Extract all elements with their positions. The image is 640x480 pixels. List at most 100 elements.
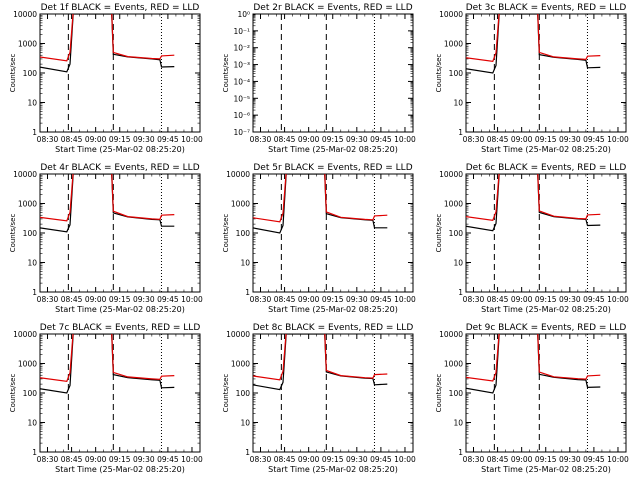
series-events-line: [40, 14, 175, 73]
y-tick-label: 1000: [231, 360, 250, 369]
y-axis-label: Counts/sec: [435, 374, 443, 413]
y-tick-label: 10⁰: [237, 10, 250, 19]
x-tick-label: 09:30: [559, 135, 581, 144]
y-tick-label: 1: [245, 288, 250, 297]
x-axis-label: Start Time (25-Mar-02 08:25:20): [55, 465, 185, 474]
x-tick-label: 09:45: [370, 295, 392, 304]
y-tick-label: 10000: [13, 170, 37, 179]
y-tick-label: 100: [449, 229, 464, 238]
y-tick-label: 1000: [18, 200, 37, 209]
x-tick-label: 10:00: [181, 295, 203, 304]
x-axis-label: Start Time (25-Mar-02 08:25:20): [55, 305, 185, 314]
y-tick-label: 10: [453, 259, 463, 268]
x-tick-label: 10:00: [607, 295, 629, 304]
x-tick-label: 08:45: [61, 295, 83, 304]
x-tick-label: 10:00: [181, 455, 203, 464]
x-tick-label: 08:30: [250, 135, 272, 144]
y-tick-label: 100: [23, 69, 38, 78]
x-tick-label: 09:00: [85, 295, 107, 304]
panel-det-9c: Det 9c BLACK = Events, RED = LLD 1 10 100 10…: [435, 323, 629, 474]
y-axis-label: Counts/sec: [9, 54, 17, 93]
x-tick-label: 10:00: [394, 135, 416, 144]
y-tick-label: 10000: [226, 170, 250, 179]
y-tick-label: 10: [27, 99, 37, 108]
x-tick-label: 09:00: [298, 295, 320, 304]
x-tick-label: 10:00: [607, 455, 629, 464]
panel-det-4r: Det 4r BLACK = Events, RED = LLD 1 10 100 10…: [9, 163, 203, 314]
series-events-line: [466, 174, 601, 232]
plot-frame: [465, 173, 627, 293]
y-tick-label: 100: [23, 389, 38, 398]
panel-det-2r: Det 2r BLACK = Events, RED = LLD 10⁻⁷ 10⁻⁶…: [222, 3, 416, 154]
series-lld-line: [466, 334, 601, 382]
panel-det-6c: Det 6c BLACK = Events, RED = LLD 1 10 100 10…: [435, 163, 629, 314]
x-tick-label: 08:45: [274, 295, 296, 304]
x-tick-label: 09:15: [109, 135, 131, 144]
x-tick-label: 10:00: [181, 135, 203, 144]
x-tick-label: 09:45: [583, 455, 605, 464]
y-tick-label: 10000: [439, 330, 463, 339]
series-events-line: [253, 334, 388, 391]
x-tick-label: 09:45: [157, 295, 179, 304]
x-tick-label: 09:30: [346, 135, 368, 144]
series-events-line: [40, 174, 175, 233]
y-tick-label: 1000: [444, 40, 463, 49]
x-tick-label: 08:45: [274, 135, 296, 144]
y-tick-label: 10⁻⁷: [233, 128, 250, 137]
x-tick-label: 10:00: [394, 295, 416, 304]
y-axis-label: Counts/sec: [222, 374, 230, 413]
x-tick-label: 09:15: [109, 455, 131, 464]
x-tick-label: 08:30: [463, 295, 485, 304]
panel-det-5r: Det 5r BLACK = Events, RED = LLD 1 10 100 10…: [222, 163, 416, 314]
y-tick-label: 1: [458, 448, 463, 457]
panel-title: Det 8c BLACK = Events, RED = LLD: [253, 323, 414, 333]
panel-title: Det 7c BLACK = Events, RED = LLD: [40, 323, 201, 333]
x-tick-label: 09:15: [535, 455, 557, 464]
series-lld-line: [40, 334, 175, 382]
x-tick-label: 09:00: [298, 455, 320, 464]
x-tick-label: 08:30: [250, 455, 272, 464]
y-axis-label: Counts/sec: [9, 214, 17, 253]
y-tick-label: 1: [32, 448, 37, 457]
y-axis-label: Counts/sec: [222, 214, 230, 253]
x-tick-label: 08:45: [487, 135, 509, 144]
x-tick-label: 09:00: [511, 295, 533, 304]
y-tick-label: 1000: [444, 200, 463, 209]
y-tick-label: 10⁻⁴: [233, 77, 250, 86]
series-lld-line: [466, 174, 601, 221]
x-tick-label: 09:00: [85, 135, 107, 144]
x-tick-label: 09:45: [583, 295, 605, 304]
x-tick-label: 09:45: [157, 455, 179, 464]
series-lld-line: [466, 14, 601, 62]
x-tick-label: 09:30: [133, 135, 155, 144]
y-tick-label: 10000: [439, 10, 463, 19]
series-lld-line: [253, 334, 388, 381]
y-tick-label: 10: [240, 419, 250, 428]
y-tick-label: 1000: [231, 200, 250, 209]
y-tick-label: 10: [453, 419, 463, 428]
x-tick-label: 09:00: [85, 455, 107, 464]
y-tick-label: 10000: [13, 330, 37, 339]
x-tick-label: 09:00: [511, 455, 533, 464]
y-axis-label: Counts/sec: [222, 54, 230, 93]
x-tick-label: 08:30: [37, 455, 59, 464]
panel-det-7c: Det 7c BLACK = Events, RED = LLD 1 10 100 10…: [9, 323, 203, 474]
x-tick-label: 09:30: [133, 455, 155, 464]
x-tick-label: 09:30: [559, 295, 581, 304]
x-tick-label: 08:45: [487, 295, 509, 304]
x-tick-label: 10:00: [607, 135, 629, 144]
y-axis-label: Counts/sec: [9, 374, 17, 413]
x-axis-label: Start Time (25-Mar-02 08:25:20): [481, 465, 611, 474]
x-tick-label: 09:15: [322, 295, 344, 304]
x-axis-label: Start Time (25-Mar-02 08:25:20): [268, 465, 398, 474]
y-tick-label: 10000: [226, 330, 250, 339]
x-tick-label: 09:15: [109, 295, 131, 304]
x-tick-label: 09:15: [535, 135, 557, 144]
panel-title: Det 3c BLACK = Events, RED = LLD: [466, 3, 627, 13]
y-tick-label: 10⁻²: [233, 44, 250, 53]
y-axis-label: Counts/sec: [435, 214, 443, 253]
x-tick-label: 08:45: [487, 455, 509, 464]
series-events-line: [253, 174, 388, 234]
panel-det-1f: Det 1f BLACK = Events, RED = LLD 1 10 100 10…: [9, 3, 203, 154]
